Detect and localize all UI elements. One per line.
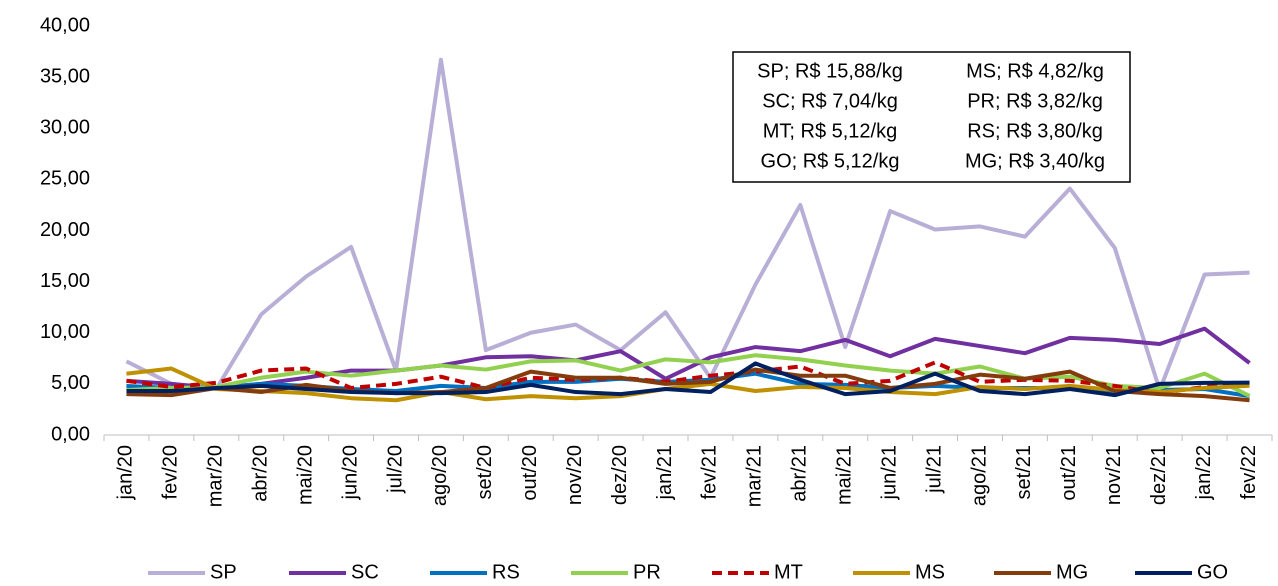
y-tick-label: 25,00: [40, 168, 90, 190]
x-tick-label: nov/21: [1103, 445, 1125, 505]
x-tick-label: jul/20: [384, 445, 406, 494]
annotation: MS; R$ 4,82/kg: [966, 60, 1104, 82]
x-tick-label: set/20: [474, 445, 496, 499]
y-tick-label: 0,00: [51, 423, 90, 445]
x-tick-label: jun/21: [878, 445, 900, 501]
annotation: SC; R$ 7,04/kg: [762, 90, 898, 112]
x-tick-label: jun/20: [339, 445, 361, 501]
x-tick-label: mai/21: [834, 445, 856, 505]
x-tick-label: fev/21: [699, 445, 721, 499]
y-tick-label: 35,00: [40, 65, 90, 87]
legend-label: MG: [1056, 561, 1088, 583]
x-tick-label: mai/20: [294, 445, 316, 505]
annotation: PR; R$ 3,82/kg: [967, 90, 1103, 112]
x-tick-label: jul/21: [923, 445, 945, 494]
y-tick-label: 40,00: [40, 14, 90, 36]
y-tick-label: 30,00: [40, 117, 90, 139]
legend-label: RS: [492, 561, 520, 583]
y-tick-label: 5,00: [51, 372, 90, 394]
legend-label: MT: [774, 561, 803, 583]
series-line: [126, 353, 1251, 398]
x-tick-label: jan/22: [1193, 445, 1215, 501]
annotation: RS; R$ 3,80/kg: [967, 120, 1103, 142]
annotation: MT; R$ 5,12/kg: [763, 120, 898, 142]
x-tick-label: out/20: [519, 445, 541, 501]
series-line: [125, 57, 1250, 393]
x-tick-label: ago/20: [429, 445, 451, 506]
legend-label: SC: [351, 561, 379, 583]
x-tick-label: abr/20: [250, 445, 272, 502]
series-line: [126, 367, 1250, 403]
x-tick-label: jan/20: [115, 445, 137, 501]
legend-label: PR: [633, 561, 661, 583]
x-tick-label: ago/21: [968, 445, 990, 506]
x-tick-label: abr/21: [789, 445, 811, 502]
legend-label: SP: [210, 561, 237, 583]
y-tick-label: 20,00: [40, 219, 90, 241]
annotation: SP; R$ 15,88/kg: [757, 60, 903, 82]
x-tick-label: mar/21: [744, 445, 766, 507]
x-tick-label: dez/20: [609, 445, 631, 505]
series-line: [126, 366, 1250, 403]
x-tick-label: out/21: [1058, 445, 1080, 501]
y-tick-label: 10,00: [40, 321, 90, 343]
x-tick-label: jan/21: [654, 445, 676, 501]
annotation: MG; R$ 3,40/kg: [965, 150, 1105, 172]
y-tick-label: 15,00: [40, 270, 90, 292]
x-tick-label: mar/20: [205, 445, 227, 507]
series-line: [126, 326, 1251, 390]
x-tick-label: fev/22: [1238, 445, 1260, 499]
annotation-box: [732, 51, 1131, 183]
x-tick-label: dez/21: [1148, 445, 1170, 505]
x-tick-label: set/21: [1013, 445, 1035, 499]
annotation: GO; R$ 5,12/kg: [761, 150, 900, 172]
legend-label: MS: [915, 561, 945, 583]
x-tick-label: fev/20: [160, 445, 182, 499]
series-line: [126, 361, 1250, 398]
x-tick-label: nov/20: [564, 445, 586, 505]
legend-label: GO: [1197, 561, 1228, 583]
